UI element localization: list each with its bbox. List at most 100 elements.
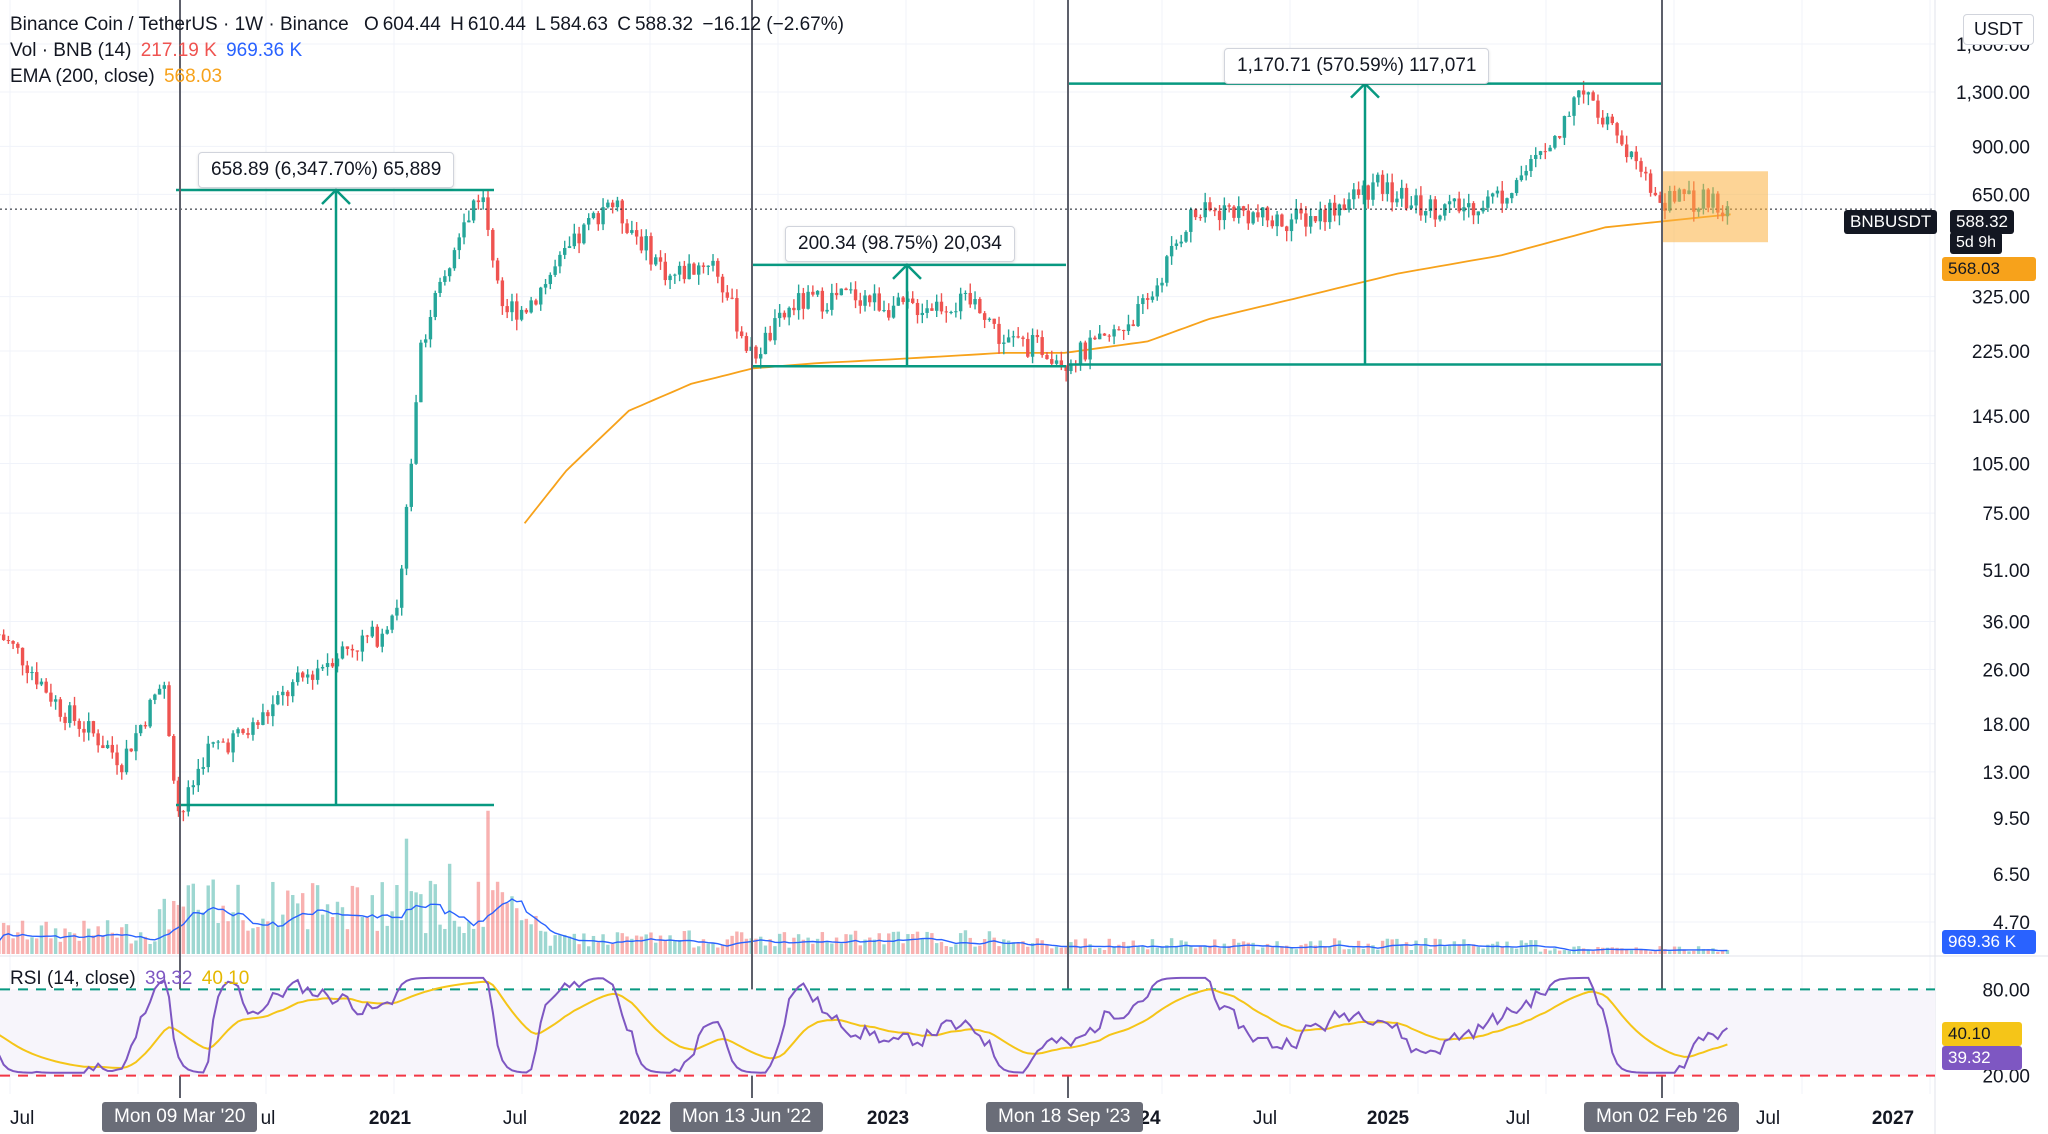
volume-bar: [476, 881, 481, 954]
candle-body: [649, 236, 653, 265]
candle-body: [167, 685, 171, 737]
candle-body: [811, 291, 815, 295]
candle-body: [438, 281, 442, 294]
volume-bar: [231, 912, 235, 954]
volume-bar: [1126, 945, 1131, 954]
candle-body: [82, 728, 86, 733]
volume-bar: [606, 944, 610, 954]
candle-body: [567, 246, 572, 249]
volume-bar: [1265, 943, 1270, 954]
candle-body: [519, 309, 524, 320]
volume-bar: [16, 932, 20, 954]
volume-bar: [543, 931, 548, 954]
candle-body: [1572, 97, 1576, 116]
ohlc-low: 584.63: [549, 14, 608, 35]
candle-body: [1615, 123, 1619, 136]
volume-bar: [1610, 947, 1615, 954]
volume-bar: [563, 934, 567, 954]
volume-bar: [1366, 943, 1370, 954]
date-marker-1: Mon 09 Mar '20: [102, 1102, 258, 1132]
volume-bar: [1553, 948, 1557, 954]
candle-body: [1409, 205, 1414, 209]
volume-legend[interactable]: Vol · BNB (14) 217.19 K 969.36 K: [10, 40, 306, 62]
candle-body: [620, 200, 624, 224]
candle-body: [782, 312, 787, 318]
volume-bar: [654, 942, 658, 954]
volume-bar: [72, 933, 77, 954]
volume-bar: [1423, 938, 1428, 954]
candle-body: [63, 716, 67, 723]
candle-body: [534, 300, 538, 305]
volume-bar: [1476, 947, 1481, 954]
volume-bar: [143, 936, 148, 954]
volume-bars: [0, 810, 1730, 954]
candle-body: [1261, 207, 1265, 218]
volume-bar: [634, 935, 639, 954]
measure-label-3[interactable]: 1,170.71 (570.59%) 117,071: [1224, 48, 1490, 84]
volume-bar: [787, 947, 791, 954]
candle-body: [954, 311, 958, 313]
last-price-tag: 588.32: [1950, 210, 2014, 234]
candle-body: [706, 265, 710, 267]
volume-bar: [500, 892, 505, 954]
candle-body: [414, 402, 418, 464]
candle-body: [1054, 360, 1059, 364]
ema-value: 568.03: [163, 66, 223, 87]
candle-body: [1514, 180, 1519, 194]
volume-bar: [1045, 944, 1049, 954]
volume-bar: [1078, 947, 1083, 954]
volume-bar: [582, 933, 586, 954]
currency-unit-button[interactable]: USDT: [1963, 14, 2034, 45]
symbol-legend[interactable]: Binance Coin / TetherUS · 1W · Binance O…: [10, 14, 848, 36]
rsi-legend[interactable]: RSI (14, close) 39.32 40.10: [10, 968, 253, 990]
volume-bar: [1457, 944, 1461, 954]
candle-body: [586, 218, 591, 225]
candle-body: [481, 197, 485, 203]
ema-label: EMA (200, close): [10, 66, 155, 87]
time-tick-label: Jul: [1756, 1108, 1780, 1129]
volume-bar: [1145, 949, 1150, 954]
candle-body: [754, 346, 758, 359]
ema-legend[interactable]: EMA (200, close) 568.03: [10, 66, 226, 88]
price-tick-label: 145.00: [1972, 407, 2030, 428]
volume-bar: [471, 928, 476, 954]
volume-bar: [553, 935, 557, 954]
candle-body: [815, 290, 820, 295]
candle-body: [390, 615, 394, 630]
volume-bar: [1615, 947, 1619, 954]
candle-body: [1644, 171, 1648, 174]
volume-bar: [1409, 949, 1414, 954]
volume-bar: [610, 943, 615, 954]
rsi-value: 39.32: [144, 968, 193, 989]
candle-body: [1591, 92, 1595, 101]
volume-bar: [782, 932, 787, 954]
candle-body: [1620, 135, 1624, 145]
volume-bar: [201, 912, 205, 954]
candle-body: [543, 284, 548, 288]
volume-bar: [1227, 945, 1231, 954]
candle-body: [148, 699, 152, 727]
candle-body: [639, 236, 644, 251]
volume-bar: [682, 931, 687, 954]
volume-bar: [1021, 941, 1025, 954]
candle-body: [452, 250, 457, 269]
candle-body: [191, 785, 196, 788]
candle-body: [1567, 115, 1571, 117]
candle-body: [467, 220, 471, 223]
candle-body: [1356, 189, 1361, 195]
candle-body: [365, 635, 370, 637]
candle-body: [563, 248, 567, 255]
candle-body: [286, 691, 290, 697]
measure-label-2[interactable]: 200.34 (98.75%) 20,034: [785, 226, 1015, 262]
candle-body: [320, 667, 325, 669]
candle-body: [1471, 203, 1476, 216]
volume-bar: [673, 940, 677, 954]
candle-body: [610, 202, 615, 208]
volume-bar: [519, 920, 524, 954]
candle-body: [1045, 355, 1049, 360]
measure-label-1[interactable]: 658.89 (6,347.70%) 65,889: [198, 152, 455, 188]
candle-body: [1577, 90, 1581, 98]
price-tick-label: 105.00: [1972, 454, 2030, 475]
price-tick-label: 18.00: [1982, 715, 2030, 736]
